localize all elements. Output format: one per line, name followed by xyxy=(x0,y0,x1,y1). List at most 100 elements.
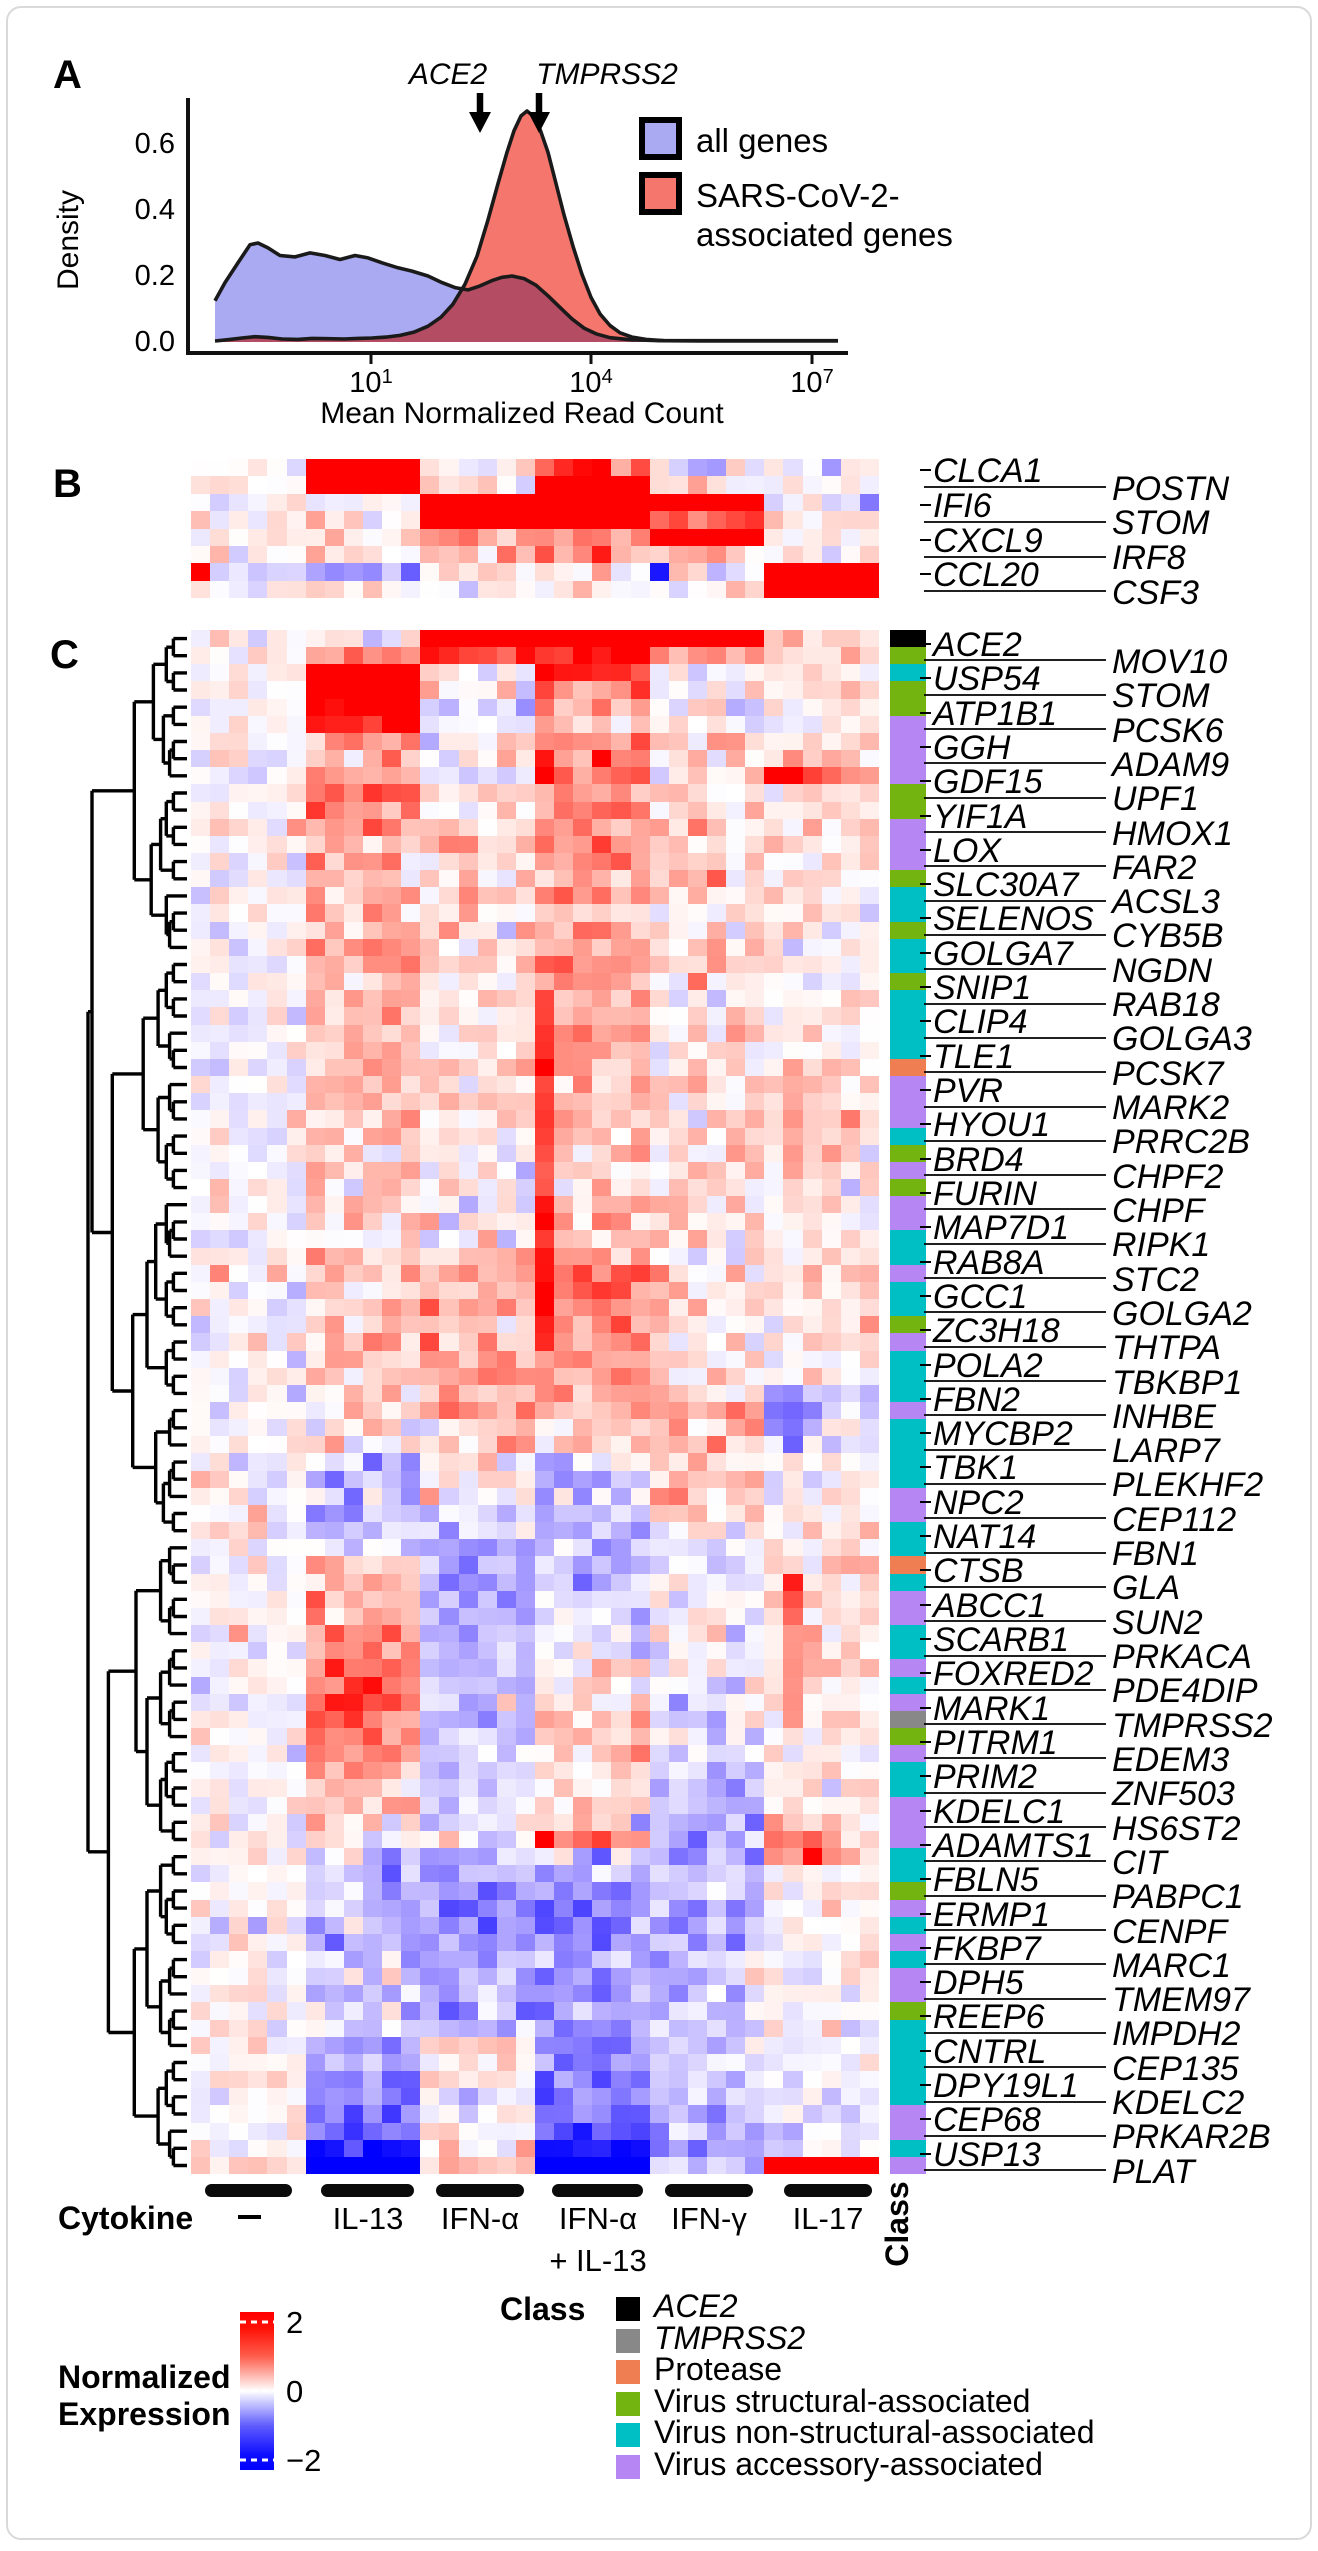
svg-text:IRF8: IRF8 xyxy=(1112,539,1186,577)
svg-text:FBN2: FBN2 xyxy=(933,1381,1020,1419)
svg-text:HYOU1: HYOU1 xyxy=(933,1106,1050,1144)
svg-text:INHBE: INHBE xyxy=(1112,1398,1216,1436)
svg-text:Cytokine: Cytokine xyxy=(58,2200,193,2236)
svg-text:KDELC2: KDELC2 xyxy=(1112,2084,1244,2122)
svg-text:MAP7D1: MAP7D1 xyxy=(933,1209,1069,1247)
svg-text:PDE4DIP: PDE4DIP xyxy=(1112,1672,1258,1710)
svg-text:PLEKHF2: PLEKHF2 xyxy=(1112,1466,1263,1504)
svg-text:POLA2: POLA2 xyxy=(933,1347,1043,1385)
svg-text:ADAM9: ADAM9 xyxy=(1110,746,1229,784)
svg-text:UPF1: UPF1 xyxy=(1112,780,1199,818)
svg-text:CEP135: CEP135 xyxy=(1112,2050,1239,2088)
svg-text:Virus non-structural-associate: Virus non-structural-associated xyxy=(654,2414,1095,2450)
svg-text:C: C xyxy=(50,633,79,677)
svg-text:Virus structural-associated: Virus structural-associated xyxy=(654,2383,1030,2419)
svg-text:CXCL9: CXCL9 xyxy=(933,522,1043,560)
svg-text:MARK1: MARK1 xyxy=(933,1690,1050,1728)
svg-text:GDF15: GDF15 xyxy=(933,763,1043,801)
svg-text:Class: Class xyxy=(500,2291,585,2327)
svg-text:0: 0 xyxy=(286,2374,303,2409)
svg-text:TMEM97: TMEM97 xyxy=(1112,1981,1251,2019)
svg-text:CLCA1: CLCA1 xyxy=(933,452,1043,490)
svg-text:0.4: 0.4 xyxy=(135,194,175,226)
svg-text:LOX: LOX xyxy=(933,832,1002,870)
svg-text:PITRM1: PITRM1 xyxy=(933,1724,1058,1762)
svg-text:A: A xyxy=(53,53,82,97)
svg-text:USP13: USP13 xyxy=(933,2136,1041,2174)
svg-text:IFN-α: IFN-α xyxy=(559,2201,637,2236)
svg-text:FKBP7: FKBP7 xyxy=(933,1930,1042,1968)
svg-text:ACE2: ACE2 xyxy=(407,58,488,91)
svg-text:ACE2: ACE2 xyxy=(652,2288,738,2324)
svg-text:Expression: Expression xyxy=(58,2396,231,2432)
svg-text:Normalized: Normalized xyxy=(58,2359,230,2395)
svg-text:CTSB: CTSB xyxy=(933,1552,1024,1590)
svg-text:RIPK1: RIPK1 xyxy=(1112,1226,1210,1264)
svg-text:NPC2: NPC2 xyxy=(933,1484,1024,1522)
svg-text:STOM: STOM xyxy=(1112,677,1210,715)
svg-text:Virus accessory-associated: Virus accessory-associated xyxy=(654,2446,1043,2482)
svg-text:BRD4: BRD4 xyxy=(933,1141,1024,1179)
svg-text:+ IL-13: + IL-13 xyxy=(549,2243,646,2278)
svg-text:FBN1: FBN1 xyxy=(1112,1535,1199,1573)
svg-text:TMPRSS2: TMPRSS2 xyxy=(536,58,678,91)
svg-text:EDEM3: EDEM3 xyxy=(1112,1741,1229,1779)
svg-text:HS6ST2: HS6ST2 xyxy=(1112,1810,1241,1848)
svg-text:FAR2: FAR2 xyxy=(1112,849,1196,887)
svg-text:PRRC2B: PRRC2B xyxy=(1112,1123,1250,1161)
svg-text:HMOX1: HMOX1 xyxy=(1112,815,1233,853)
svg-text:SNIP1: SNIP1 xyxy=(933,969,1031,1007)
svg-text:IFI6: IFI6 xyxy=(933,487,992,525)
svg-text:STC2: STC2 xyxy=(1112,1261,1199,1299)
svg-text:ZNF503: ZNF503 xyxy=(1111,1775,1235,1813)
svg-text:GLA: GLA xyxy=(1112,1569,1180,1607)
svg-text:GCC1: GCC1 xyxy=(933,1278,1027,1316)
svg-text:B: B xyxy=(53,462,82,506)
svg-text:FOXRED2: FOXRED2 xyxy=(933,1655,1094,1693)
svg-text:ZC3H18: ZC3H18 xyxy=(932,1312,1060,1350)
svg-text:ACSL3: ACSL3 xyxy=(1110,883,1220,921)
svg-text:CSF3: CSF3 xyxy=(1112,574,1199,612)
svg-text:0.6: 0.6 xyxy=(135,128,175,160)
svg-text:CENPF: CENPF xyxy=(1112,1913,1229,1951)
svg-text:KDELC1: KDELC1 xyxy=(933,1793,1065,1831)
svg-text:USP54: USP54 xyxy=(933,660,1041,698)
svg-text:Class: Class xyxy=(879,2181,915,2266)
svg-text:2: 2 xyxy=(286,2305,303,2340)
svg-text:PRIM2: PRIM2 xyxy=(933,1758,1037,1796)
svg-text:DPH5: DPH5 xyxy=(933,1964,1024,2002)
svg-text:CYB5B: CYB5B xyxy=(1112,917,1224,955)
svg-text:NAT14: NAT14 xyxy=(933,1518,1036,1556)
svg-text:associated genes: associated genes xyxy=(696,216,953,253)
svg-text:ABCC1: ABCC1 xyxy=(931,1587,1046,1625)
svg-text:SELENOS: SELENOS xyxy=(933,900,1094,938)
svg-text:GOLGA2: GOLGA2 xyxy=(1112,1295,1252,1333)
svg-text:STOM: STOM xyxy=(1112,504,1210,542)
svg-text:all genes: all genes xyxy=(696,122,828,159)
svg-text:CHPF2: CHPF2 xyxy=(1112,1158,1224,1196)
svg-text:104: 104 xyxy=(569,366,612,399)
svg-text:CEP112: CEP112 xyxy=(1112,1501,1236,1539)
svg-text:PLAT: PLAT xyxy=(1112,2153,1197,2191)
svg-text:PCSK6: PCSK6 xyxy=(1112,712,1224,750)
svg-text:Protease: Protease xyxy=(654,2351,782,2387)
svg-text:IL-17: IL-17 xyxy=(793,2201,864,2236)
svg-text:SLC30A7: SLC30A7 xyxy=(933,866,1080,904)
svg-text:GGH: GGH xyxy=(933,729,1011,767)
svg-text:TMPRSS2: TMPRSS2 xyxy=(654,2320,805,2356)
svg-text:ATP1B1: ATP1B1 xyxy=(931,695,1057,733)
svg-text:RAB18: RAB18 xyxy=(1112,986,1220,1024)
svg-text:REEP6: REEP6 xyxy=(933,1998,1045,2036)
svg-text:POSTN: POSTN xyxy=(1112,470,1230,508)
svg-text:TBKBP1: TBKBP1 xyxy=(1112,1364,1242,1402)
svg-text:ACE2: ACE2 xyxy=(931,626,1022,664)
svg-text:IL-13: IL-13 xyxy=(333,2201,404,2236)
svg-text:FBLN5: FBLN5 xyxy=(933,1861,1039,1899)
svg-text:SARS-CoV-2-: SARS-CoV-2- xyxy=(696,177,900,214)
svg-text:CNTRL: CNTRL xyxy=(933,2033,1046,2071)
svg-text:TLE1: TLE1 xyxy=(933,1038,1014,1076)
svg-text:MARC1: MARC1 xyxy=(1112,1947,1231,1985)
svg-text:SUN2: SUN2 xyxy=(1112,1604,1203,1642)
svg-text:0.2: 0.2 xyxy=(135,260,175,292)
svg-text:IMPDH2: IMPDH2 xyxy=(1112,2015,1241,2053)
